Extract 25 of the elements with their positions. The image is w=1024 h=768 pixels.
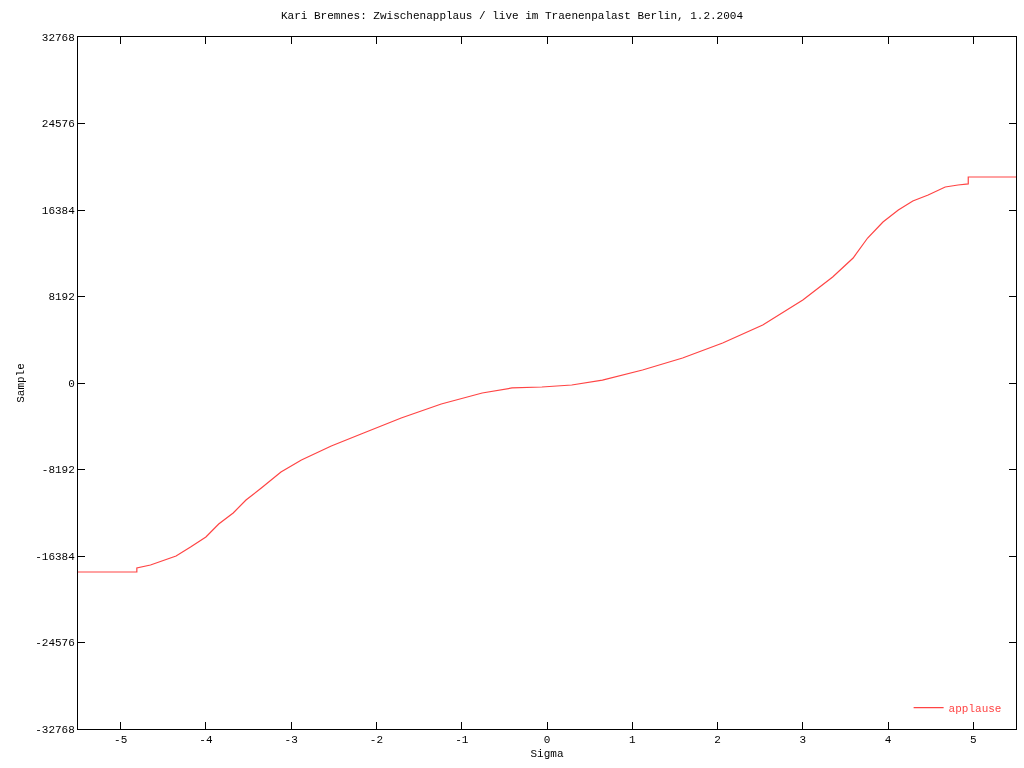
x-tick-label: -1 xyxy=(455,734,469,747)
x-tick-label: -3 xyxy=(284,734,298,747)
line-series xyxy=(78,176,1016,573)
x-tick-label: 0 xyxy=(543,734,551,747)
x-axis-title: Sigma xyxy=(530,748,564,761)
y-tick-label: 24576 xyxy=(41,118,75,131)
y-tick-label: -8192 xyxy=(41,464,75,477)
x-tick-label: -2 xyxy=(369,734,384,747)
x-tick-label: 3 xyxy=(799,734,807,747)
y-tick-label: 32768 xyxy=(41,31,75,44)
legend-label: applause xyxy=(948,702,1002,715)
x-tick-label: 1 xyxy=(628,734,636,747)
y-tick-label: 0 xyxy=(68,377,75,390)
y-tick-label: -24576 xyxy=(35,637,75,650)
y-axis-title: Sample xyxy=(14,363,27,403)
y-tick-label: 16384 xyxy=(41,204,76,217)
y-tick-label: -32768 xyxy=(35,723,75,736)
x-tick-label: 5 xyxy=(970,734,977,747)
y-tick-label: -16384 xyxy=(35,550,76,563)
x-tick-label: -5 xyxy=(114,734,128,747)
chart-title: Kari Bremnes: Zwischenapplaus / live im Traenenpalast Berlin, 1.2.2004 xyxy=(280,10,744,23)
x-tick-label: -4 xyxy=(199,734,213,747)
x-tick-label: 2 xyxy=(714,734,721,747)
x-tick-label: 4 xyxy=(884,734,892,747)
y-tick-label: 8192 xyxy=(48,291,75,304)
